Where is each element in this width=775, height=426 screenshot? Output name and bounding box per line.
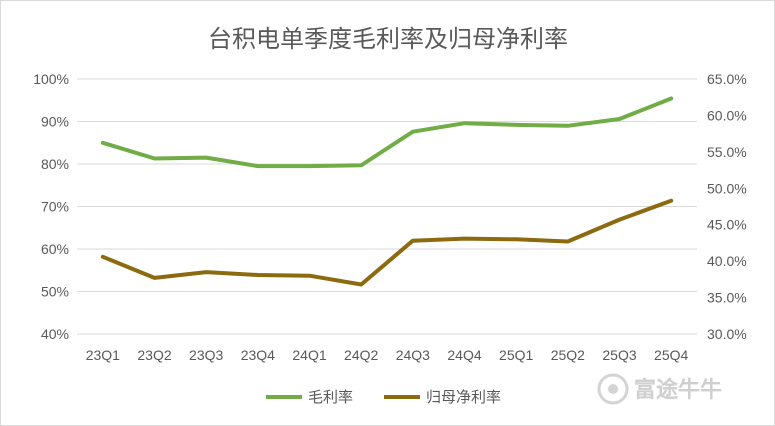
right-axis: 30.0% 35.0% 40.0% 45.0% 50.0% 55.0% 60.0% 65.0% xyxy=(707,71,747,342)
left-axis: 40% 50% 60% 70% 80% 90% 100% xyxy=(33,71,69,342)
futu-logo-icon xyxy=(597,373,629,405)
series-line-1 xyxy=(100,198,674,287)
left-tick-label: 100% xyxy=(33,71,69,87)
x-tick-label: 25Q4 xyxy=(654,347,688,363)
left-tick-label: 40% xyxy=(41,326,69,342)
legend-label: 归母净利率 xyxy=(426,388,501,406)
right-tick-label: 40.0% xyxy=(707,253,747,269)
x-tick-label: 23Q1 xyxy=(86,347,120,363)
watermark-text: 富途牛牛 xyxy=(634,377,722,403)
watermark: 富途牛牛 xyxy=(597,373,722,405)
x-tick-label: 23Q4 xyxy=(241,347,275,363)
x-tick-label: 25Q3 xyxy=(602,347,636,363)
right-tick-label: 55.0% xyxy=(707,144,747,160)
x-tick-label: 23Q2 xyxy=(137,347,171,363)
x-tick-label: 24Q2 xyxy=(344,347,378,363)
right-tick-label: 60.0% xyxy=(707,107,747,123)
series-line-0 xyxy=(100,96,674,169)
x-tick-label: 25Q1 xyxy=(499,347,533,363)
right-tick-label: 30.0% xyxy=(707,326,747,342)
legend-label: 毛利率 xyxy=(308,388,353,406)
left-tick-label: 90% xyxy=(41,114,69,130)
legend: 毛利率 归母净利率 xyxy=(266,388,501,406)
x-axis: 23Q1 23Q2 23Q3 23Q4 24Q1 24Q2 24Q3 24Q4 25Q1 25Q2… xyxy=(86,347,689,363)
left-tick-label: 70% xyxy=(41,199,69,215)
right-tick-label: 50.0% xyxy=(707,180,747,196)
grid-lines xyxy=(77,78,697,335)
right-tick-label: 35.0% xyxy=(707,290,747,306)
x-tick-label: 24Q3 xyxy=(396,347,430,363)
x-tick-label: 24Q4 xyxy=(447,347,481,363)
series-lines xyxy=(100,96,674,287)
right-tick-label: 65.0% xyxy=(707,71,747,87)
x-tick-label: 25Q2 xyxy=(551,347,585,363)
left-tick-label: 80% xyxy=(41,156,69,172)
x-tick-label: 24Q1 xyxy=(292,347,326,363)
chart-title: 台积电单季度毛利率及归母净利率 xyxy=(208,25,568,53)
right-tick-label: 45.0% xyxy=(707,217,747,233)
x-tick-label: 23Q3 xyxy=(189,347,223,363)
left-tick-label: 60% xyxy=(41,241,69,257)
left-tick-label: 50% xyxy=(41,284,69,300)
